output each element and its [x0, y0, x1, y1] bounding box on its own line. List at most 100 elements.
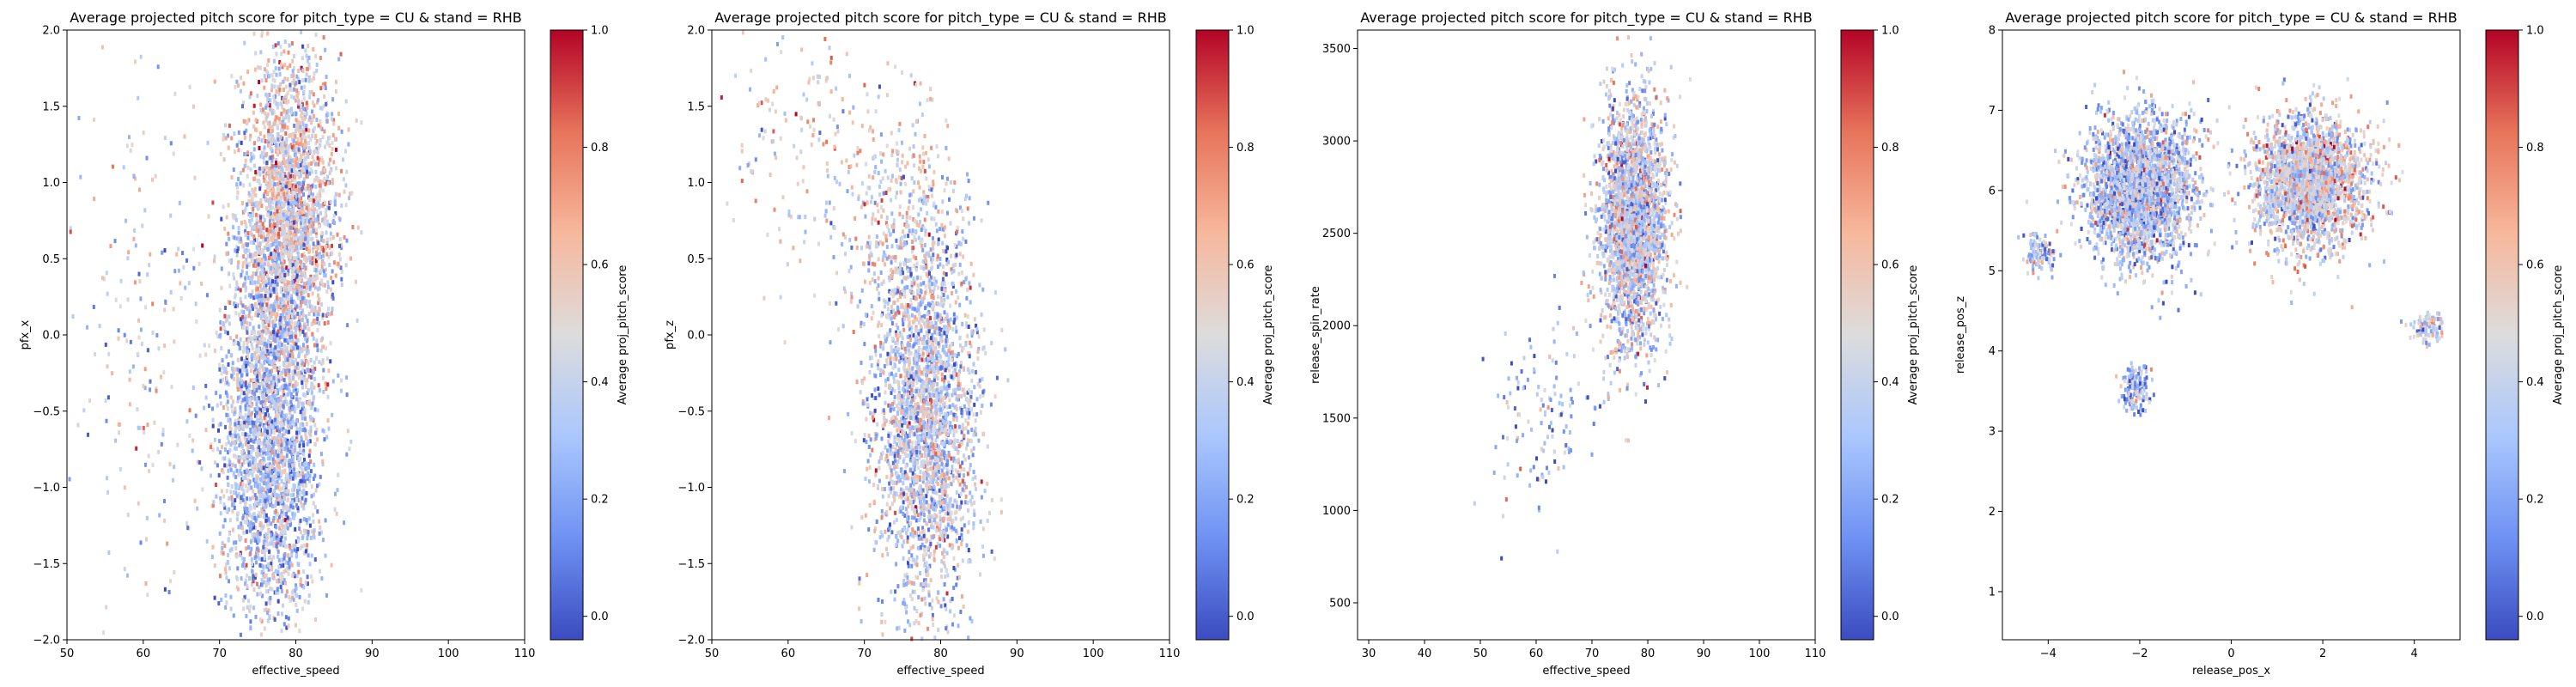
heatmap-cell: [267, 58, 270, 63]
heatmap-cell: [255, 287, 258, 292]
heatmap-cell: [300, 129, 303, 134]
heatmap-cell: [318, 198, 321, 203]
heatmap-cell: [307, 471, 310, 476]
heatmap-cell: [285, 180, 289, 185]
heatmap-cell: [235, 554, 239, 559]
heatmap-cell: [262, 253, 265, 258]
heatmap-cell: [188, 434, 191, 438]
heatmap-cell: [306, 235, 309, 240]
heatmap-cell: [281, 127, 284, 132]
heatmap-cell: [231, 502, 234, 508]
heatmap-cell: [248, 213, 252, 218]
heatmap-cell: [291, 266, 295, 271]
heatmap-cell: [301, 349, 303, 354]
heatmap-cell: [315, 118, 319, 122]
heatmap-cell: [224, 123, 227, 128]
heatmap-cell: [331, 146, 334, 151]
heatmap-cell: [234, 485, 238, 490]
heatmap-cell: [268, 577, 271, 582]
heatmap-cell: [276, 302, 279, 307]
heatmap-cell: [251, 526, 254, 531]
heatmap-cell: [253, 407, 257, 412]
heatmap-cell: [250, 155, 253, 161]
heatmap-cell: [292, 65, 295, 70]
heatmap-cell: [311, 109, 314, 114]
heatmap-cell: [280, 423, 283, 428]
heatmap-cell: [274, 424, 277, 429]
heatmap-cell: [323, 437, 326, 442]
heatmap-cell: [270, 161, 273, 166]
heatmap-cell: [279, 135, 283, 140]
heatmap-cell: [248, 507, 252, 512]
heatmap-cell: [295, 427, 299, 431]
heatmap-cell: [270, 198, 274, 202]
heatmap-cell: [311, 236, 314, 241]
heatmap-cell: [288, 240, 291, 246]
heatmap-cell: [241, 516, 245, 521]
heatmap-cell: [310, 405, 313, 410]
heatmap-cell: [264, 583, 268, 588]
heatmap-cell: [240, 391, 243, 395]
heatmap-cell: [317, 240, 320, 246]
heatmap-cell: [284, 356, 288, 362]
heatmap-cell: [335, 192, 338, 198]
heatmap-cell: [281, 203, 284, 208]
heatmap-cell: [306, 319, 309, 324]
heatmap-cell: [289, 195, 292, 200]
heatmap-cell: [246, 440, 250, 445]
heatmap-cell: [277, 335, 281, 340]
heatmap-cell: [266, 143, 270, 148]
heatmap-cell: [269, 199, 272, 204]
heatmap-cell: [271, 423, 275, 428]
heatmap-cell: [290, 497, 294, 502]
heatmap-cell: [269, 197, 271, 202]
heatmap-cell: [318, 312, 321, 317]
heatmap-cell: [255, 495, 258, 501]
heatmap-cell: [240, 536, 243, 540]
heatmap-cell: [315, 198, 319, 204]
heatmap-cell: [219, 511, 222, 516]
heatmap-cell: [234, 287, 238, 291]
heatmap-cell: [301, 422, 305, 427]
heatmap-cell: [253, 67, 257, 72]
heatmap-cell: [259, 591, 262, 596]
heatmap-cell: [337, 57, 341, 62]
heatmap-cell: [271, 167, 275, 172]
heatmap-cell: [238, 459, 241, 464]
heatmap-cell: [222, 456, 225, 461]
heatmap-cell: [252, 240, 255, 245]
heatmap-cell: [270, 352, 274, 356]
heatmap-cell: [250, 546, 253, 551]
heatmap-cell: [244, 472, 247, 477]
heatmap-cell: [288, 189, 291, 194]
heatmap-cell: [268, 137, 271, 142]
heatmap-cell: [263, 360, 266, 365]
heatmap-cell: [237, 395, 240, 400]
heatmap-cell: [301, 240, 304, 246]
heatmap-cell: [303, 407, 307, 412]
heatmap-cell: [244, 285, 247, 290]
heatmap-cell: [303, 543, 306, 548]
heatmap-cell: [329, 157, 331, 162]
heatmap-cell: [321, 315, 325, 320]
heatmap-cell: [289, 247, 292, 252]
heatmap-cell: [266, 390, 270, 395]
heatmap-cell: [300, 285, 303, 290]
heatmap-cell: [302, 506, 306, 511]
heatmap-cell: [348, 196, 351, 201]
heatmap-cell: [237, 380, 240, 385]
heatmap-cell: [299, 492, 302, 497]
heatmap-cell: [221, 541, 224, 546]
heatmap-cell: [312, 228, 315, 234]
heatmap-cell: [293, 174, 296, 179]
heatmap-cell: [344, 99, 348, 104]
heatmap-cell: [264, 518, 268, 523]
heatmap-cell: [298, 443, 301, 448]
heatmap-cell: [285, 315, 289, 319]
heatmap-cell: [303, 376, 307, 381]
heatmap-cell: [235, 236, 239, 241]
heatmap-cell: [263, 556, 266, 561]
heatmap-cell: [269, 179, 272, 185]
heatmap-cell: [272, 386, 276, 392]
heatmap-cell: [294, 153, 297, 158]
